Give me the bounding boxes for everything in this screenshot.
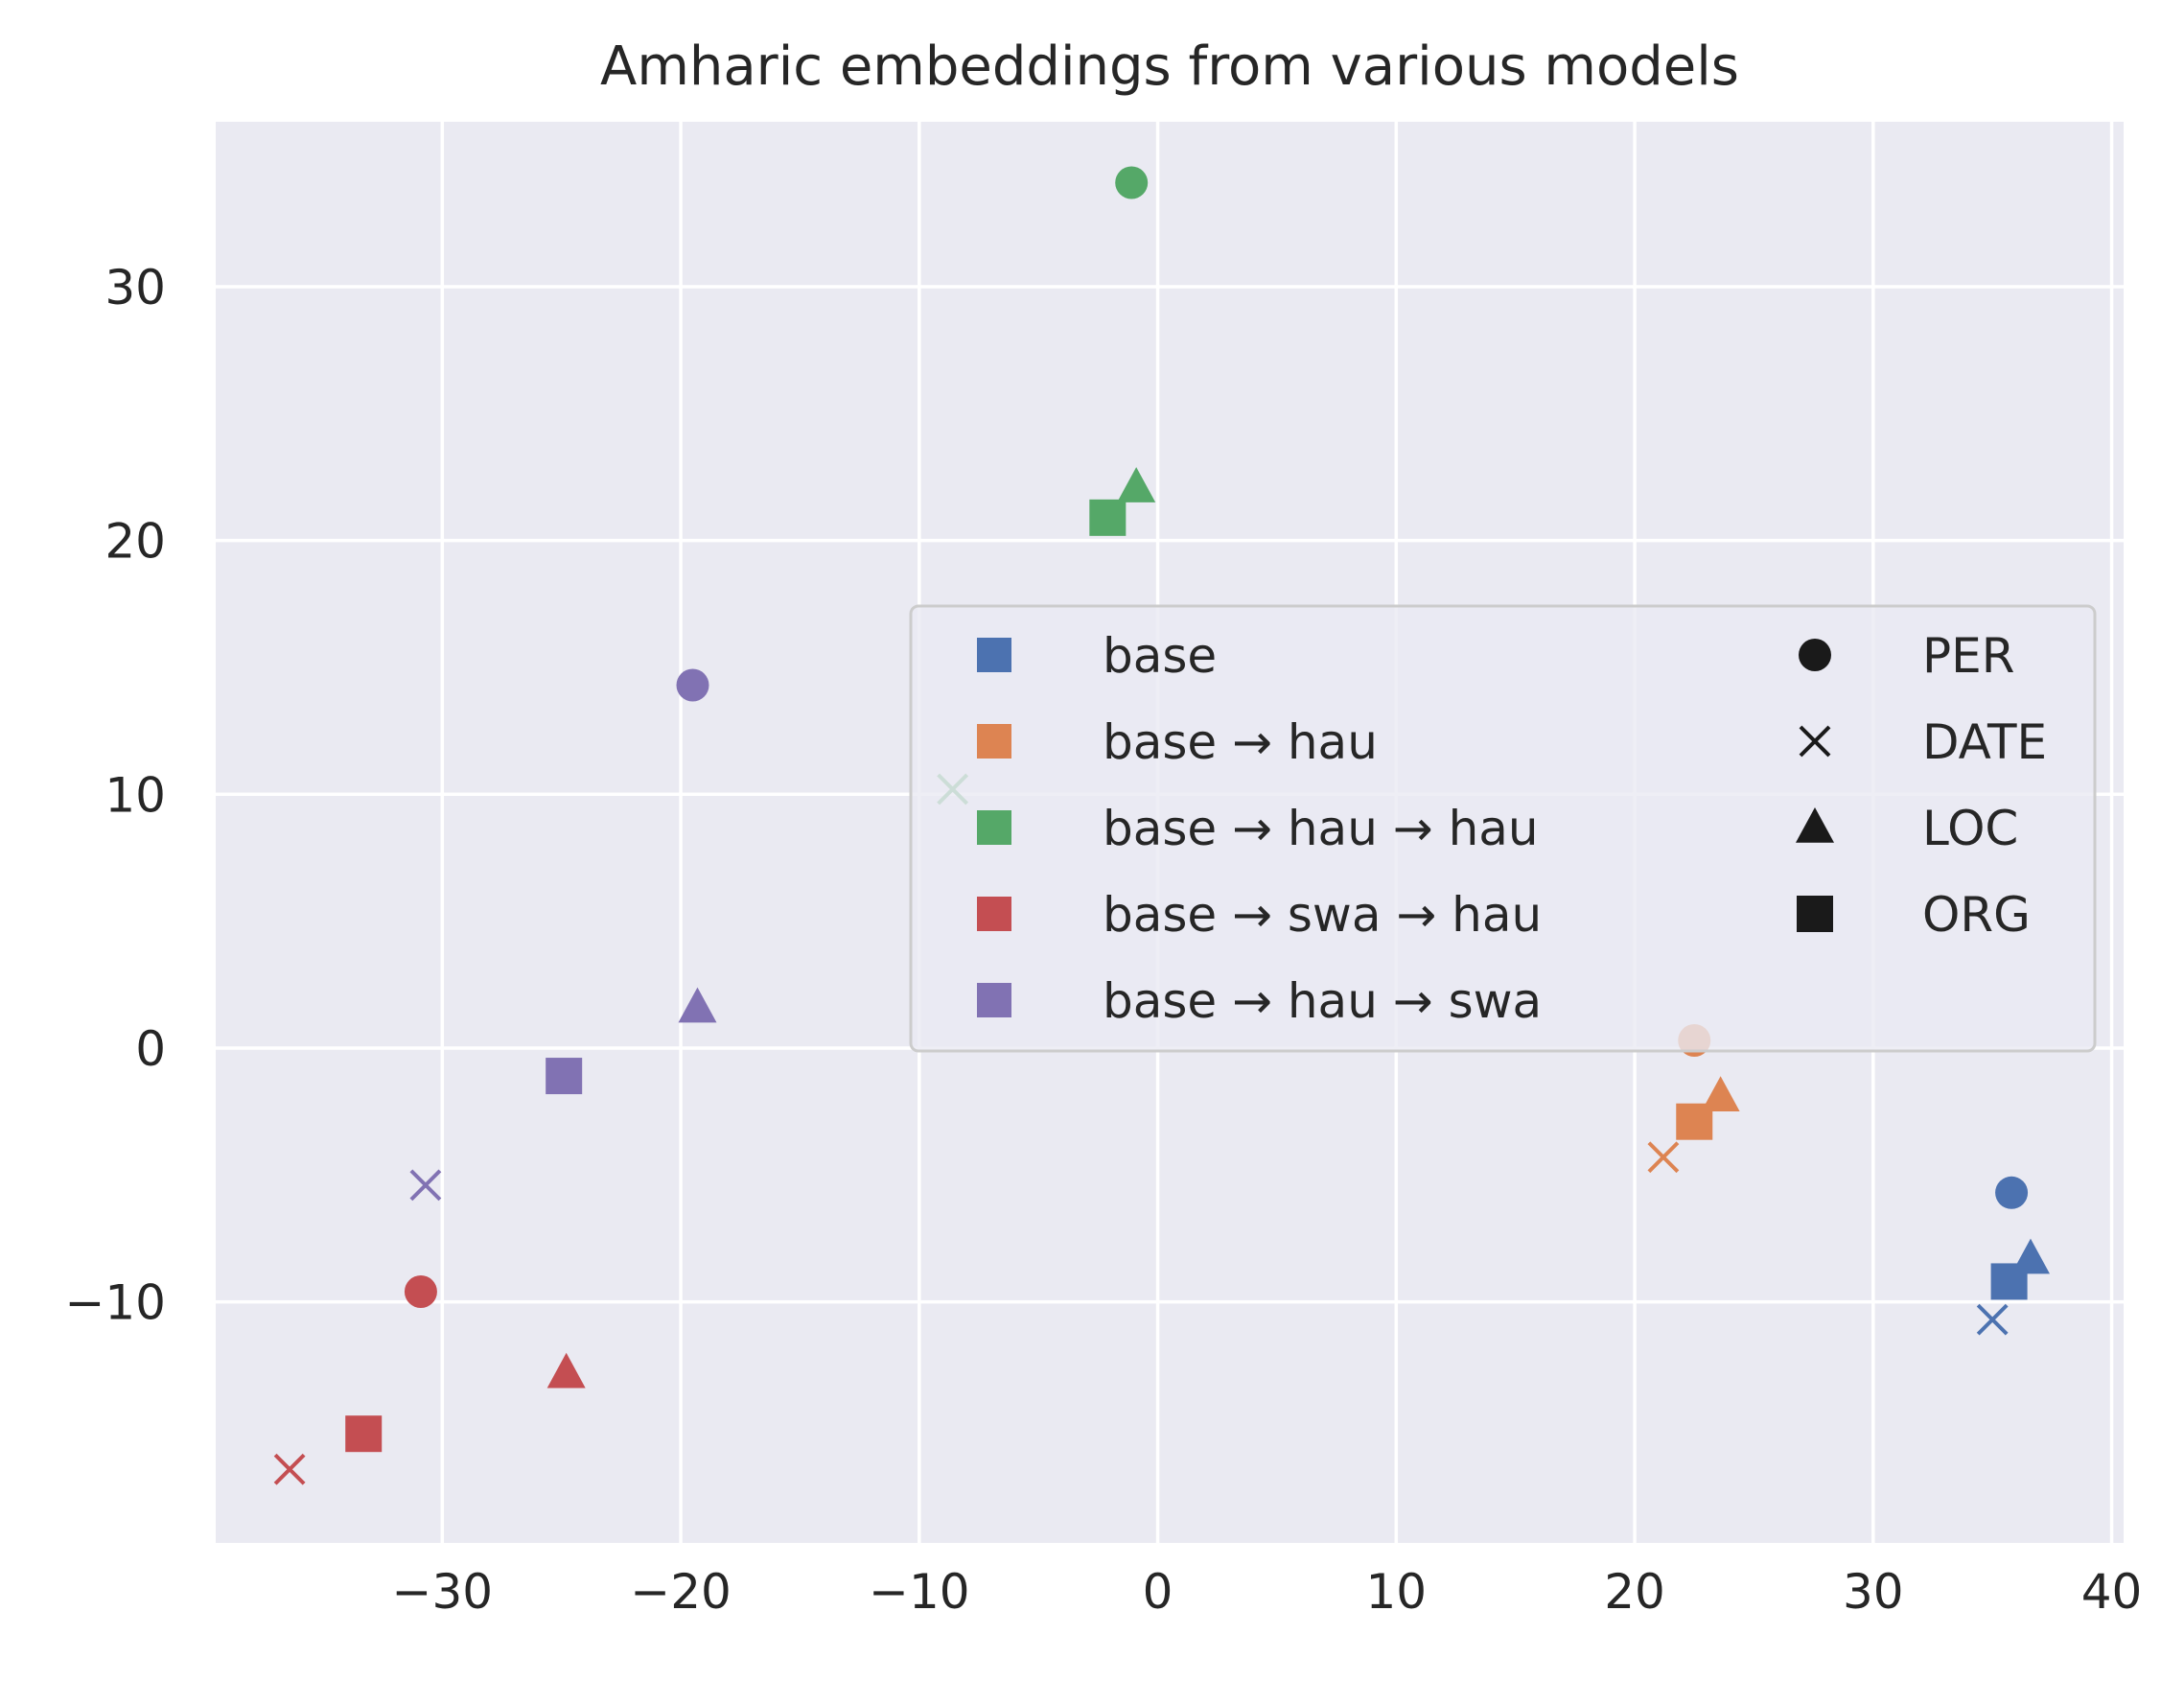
point-loc [678,987,717,1023]
legend-series-label: base [1103,628,1217,684]
x-tick-label: −20 [630,1564,732,1620]
legend-series-label: base → hau → hau [1103,801,1539,856]
x-tick-label: −10 [869,1564,970,1620]
point-org [1990,1263,2028,1300]
legend-marker-label: LOC [1922,801,2018,856]
point-date [409,1169,442,1202]
y-tick-label: 10 [105,767,166,823]
y-tick-label: 20 [105,514,166,570]
legend-frame [909,604,2097,1053]
point-per [1115,166,1149,199]
x-tick-label: 40 [2081,1564,2143,1620]
point-date [273,1453,306,1485]
legend-marker-square [1797,896,1833,932]
x-tick-label: 30 [1843,1564,1904,1620]
legend-swatch [977,983,1011,1017]
point-per [404,1275,437,1309]
chart-title: Amharic embeddings from various models [600,35,1739,98]
y-axis-ticks: −10 0 10 20 30 [64,260,166,1331]
legend-marker-label: PER [1922,628,2014,684]
x-axis-ticks: −30 −20 −10 0 10 20 30 40 [392,1564,2143,1620]
x-tick-label: 0 [1143,1564,1173,1620]
point-date [1976,1303,2009,1336]
x-tick-label: 20 [1604,1564,1665,1620]
legend-swatch [977,638,1011,672]
legend-swatch [977,810,1011,845]
x-tick-label: 10 [1366,1564,1428,1620]
legend-series-label: base → swa → hau [1103,887,1542,943]
y-tick-label: 0 [135,1021,166,1077]
legend-marker-label: ORG [1922,887,2031,943]
point-org [1089,499,1127,536]
legend-marker-x [1799,725,1831,758]
legend-series-label: base → hau [1103,714,1378,770]
legend-swatch [977,724,1011,759]
point-date [1647,1141,1680,1174]
point-per [1995,1176,2029,1209]
legend-series-entries: base base → hau base → hau → hau base → swa… [977,628,1542,1029]
point-org [1676,1103,1713,1140]
legend-marker-circle [1799,639,1831,671]
point-org [546,1058,583,1095]
y-tick-label: −10 [64,1275,166,1331]
point-per [676,668,709,702]
legend-marker-entries: PER DATE LOC ORG [1796,628,2047,943]
legend-marker-triangle [1796,807,1834,843]
point-loc [546,1352,586,1389]
y-tick-label: 30 [105,260,166,315]
legend-swatch [977,897,1011,931]
point-loc [1701,1076,1740,1111]
legend-marker-label: DATE [1922,714,2047,770]
x-tick-label: −30 [392,1564,494,1620]
point-loc [1117,467,1156,502]
legend: base base → hau base → hau → hau base → swa… [909,604,2097,1053]
point-org [345,1415,383,1453]
legend-series-label: base → hau → swa [1103,973,1542,1029]
